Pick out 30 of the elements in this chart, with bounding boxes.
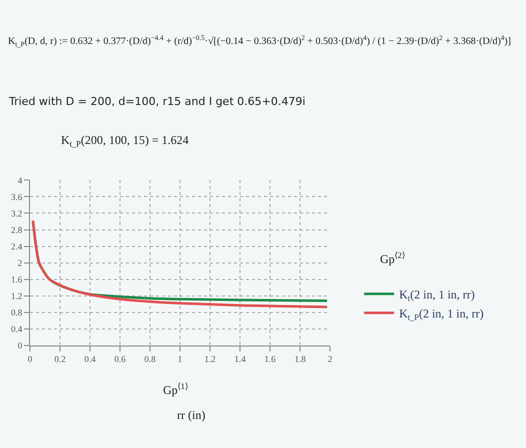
x-tick-label: 1.6 — [264, 354, 276, 364]
y-tick-label: 2.4 — [10, 241, 23, 252]
y-tick-label: 0.4 — [10, 324, 23, 334]
x-tick-label: 2 — [328, 354, 332, 364]
y-tick-label: 3.6 — [10, 192, 23, 202]
x-tick-label: 1.2 — [204, 354, 216, 364]
x-tick-label: 0 — [28, 354, 33, 364]
x-tick-label: 0.6 — [114, 354, 126, 364]
y-tick-label: 2 — [18, 258, 22, 268]
x-tick-label: 1.8 — [294, 354, 306, 364]
x-tick-label: 1 — [178, 354, 182, 364]
y-tick-label: 0 — [18, 340, 23, 351]
text: Tried with D = 200, d=100, r15 and I get 0.65+0.479i — [8, 95, 306, 108]
x-tick-label: 1.4 — [234, 354, 246, 364]
y-tick-label: 1.2 — [10, 290, 22, 301]
text: Gp$^{⟨2⟩}$ — [380, 251, 405, 266]
x-tick-label: 0.8 — [144, 354, 156, 364]
x-tick-label: 0.2 — [54, 354, 66, 364]
text: K$_{t_P}$(200, 100, 15) = 1.624 — [61, 133, 189, 149]
y-tick-label: 0.8 — [10, 308, 23, 318]
y-tick-label: 1.6 — [10, 274, 23, 284]
x-tick-label: 0.4 — [84, 354, 96, 364]
y-tick-label: 2.8 — [10, 224, 23, 235]
text: Gp$^{⟨1⟩}$ — [163, 382, 188, 398]
x-axis-title: rr (in) — [177, 408, 206, 422]
y-tick-label: 3.2 — [10, 208, 22, 218]
legend-label: K$_{t_P}$(2 in, 1 in, rr) — [399, 306, 484, 322]
y-tick-label: 4 — [18, 175, 23, 186]
text: K$_{t_P}$(D, d, r) := 0.632 + 0.377·(D/d)$^{−4.4}$ + (r/d)$^{−0.5}$·√[(−0.14 − 0.363·(D/d)$^{2}$ + 0.503·(D/d)$^{4}$) / (1 − 2.39·(D/d)$^{2}$ + 3.368·(D/d)$^{4}$)] — [8, 34, 511, 48]
legend-label: K$_{t}$(2 in, 1 in, rr) — [399, 288, 475, 304]
